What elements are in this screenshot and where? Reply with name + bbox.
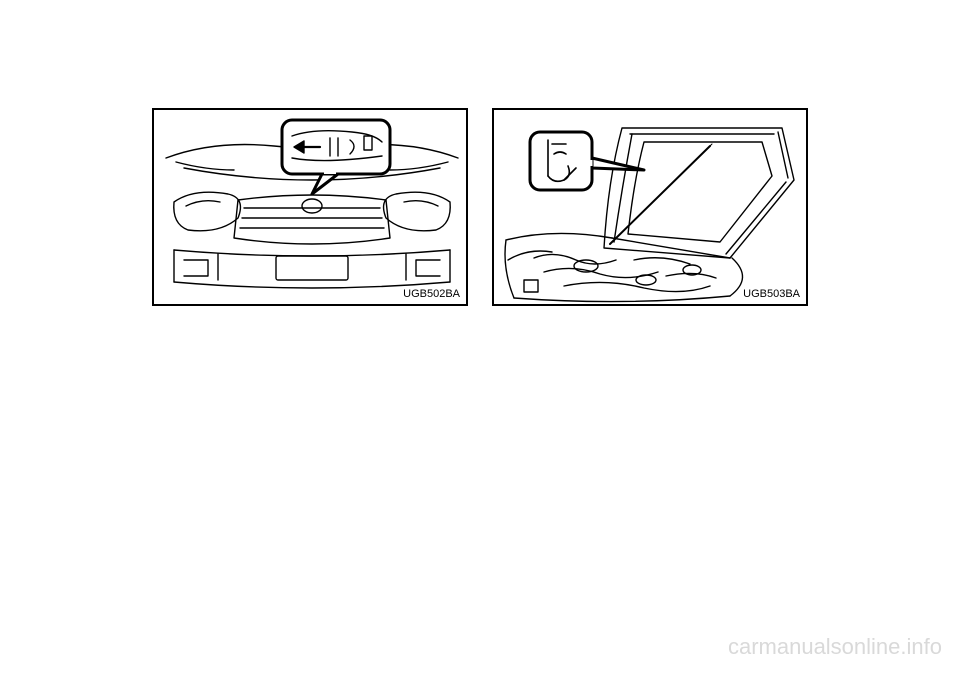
figure-hood-prop-svg bbox=[494, 110, 810, 308]
figure-code: UGB503BA bbox=[743, 288, 800, 300]
figure-hood-latch-svg bbox=[154, 110, 470, 308]
figure-hood-latch: UGB502BA bbox=[152, 108, 468, 306]
latch-inset bbox=[282, 120, 390, 194]
watermark: carmanualsonline.info bbox=[728, 634, 942, 660]
figure-hood-prop: UGB503BA bbox=[492, 108, 808, 306]
manual-page: UGB502BA bbox=[0, 0, 960, 678]
figures-row: UGB502BA bbox=[0, 0, 960, 306]
figure-code: UGB502BA bbox=[403, 288, 460, 300]
